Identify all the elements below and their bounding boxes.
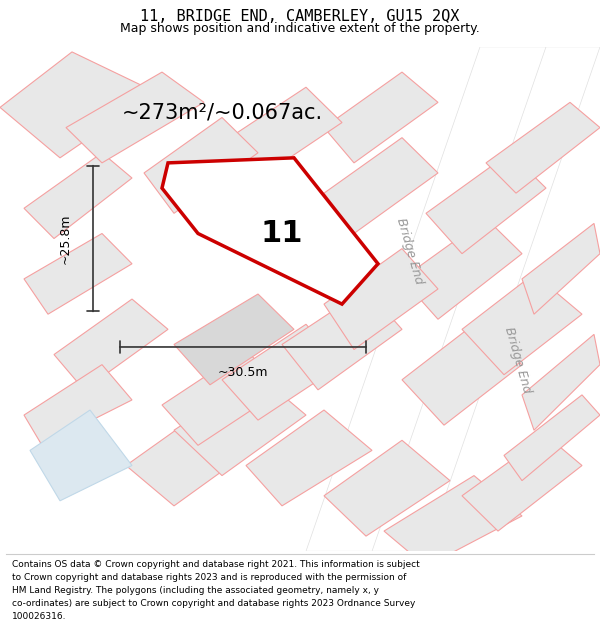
Polygon shape bbox=[324, 72, 438, 163]
Polygon shape bbox=[246, 410, 372, 506]
Text: HM Land Registry. The polygons (including the associated geometry, namely x, y: HM Land Registry. The polygons (includin… bbox=[12, 586, 379, 595]
Text: ~30.5m: ~30.5m bbox=[218, 366, 268, 379]
Text: 100026316.: 100026316. bbox=[12, 612, 67, 621]
Polygon shape bbox=[384, 476, 522, 566]
Text: Contains OS data © Crown copyright and database right 2021. This information is : Contains OS data © Crown copyright and d… bbox=[12, 560, 420, 569]
Polygon shape bbox=[324, 138, 438, 234]
Polygon shape bbox=[426, 152, 546, 254]
Polygon shape bbox=[54, 299, 168, 390]
Polygon shape bbox=[126, 410, 258, 506]
Text: co-ordinates) are subject to Crown copyright and database rights 2023 Ordnance S: co-ordinates) are subject to Crown copyr… bbox=[12, 599, 415, 608]
Text: Bridge End: Bridge End bbox=[502, 325, 533, 394]
Polygon shape bbox=[282, 289, 402, 390]
Polygon shape bbox=[144, 118, 258, 213]
Polygon shape bbox=[306, 47, 546, 551]
Polygon shape bbox=[24, 364, 132, 446]
Polygon shape bbox=[462, 435, 582, 531]
Polygon shape bbox=[402, 218, 522, 319]
Text: 11: 11 bbox=[261, 219, 303, 248]
Polygon shape bbox=[174, 375, 306, 476]
Polygon shape bbox=[486, 102, 600, 193]
Polygon shape bbox=[222, 324, 342, 420]
Text: ~273m²/~0.067ac.: ~273m²/~0.067ac. bbox=[121, 102, 323, 122]
Polygon shape bbox=[24, 152, 132, 239]
Polygon shape bbox=[360, 47, 600, 551]
Polygon shape bbox=[162, 349, 282, 446]
Polygon shape bbox=[222, 88, 342, 183]
Polygon shape bbox=[24, 234, 132, 314]
Polygon shape bbox=[324, 249, 438, 349]
Polygon shape bbox=[504, 395, 600, 481]
Polygon shape bbox=[522, 334, 600, 430]
Polygon shape bbox=[66, 72, 204, 163]
Text: Bridge End: Bridge End bbox=[394, 216, 425, 286]
Polygon shape bbox=[30, 410, 132, 501]
Polygon shape bbox=[162, 158, 378, 304]
Text: Map shows position and indicative extent of the property.: Map shows position and indicative extent… bbox=[120, 22, 480, 35]
Polygon shape bbox=[174, 294, 294, 385]
Polygon shape bbox=[462, 274, 582, 375]
Polygon shape bbox=[522, 223, 600, 314]
Polygon shape bbox=[324, 440, 450, 536]
Text: ~25.8m: ~25.8m bbox=[59, 213, 72, 264]
Text: 11, BRIDGE END, CAMBERLEY, GU15 2QX: 11, BRIDGE END, CAMBERLEY, GU15 2QX bbox=[140, 9, 460, 24]
Polygon shape bbox=[0, 52, 156, 158]
Text: to Crown copyright and database rights 2023 and is reproduced with the permissio: to Crown copyright and database rights 2… bbox=[12, 573, 406, 582]
Polygon shape bbox=[402, 324, 522, 425]
